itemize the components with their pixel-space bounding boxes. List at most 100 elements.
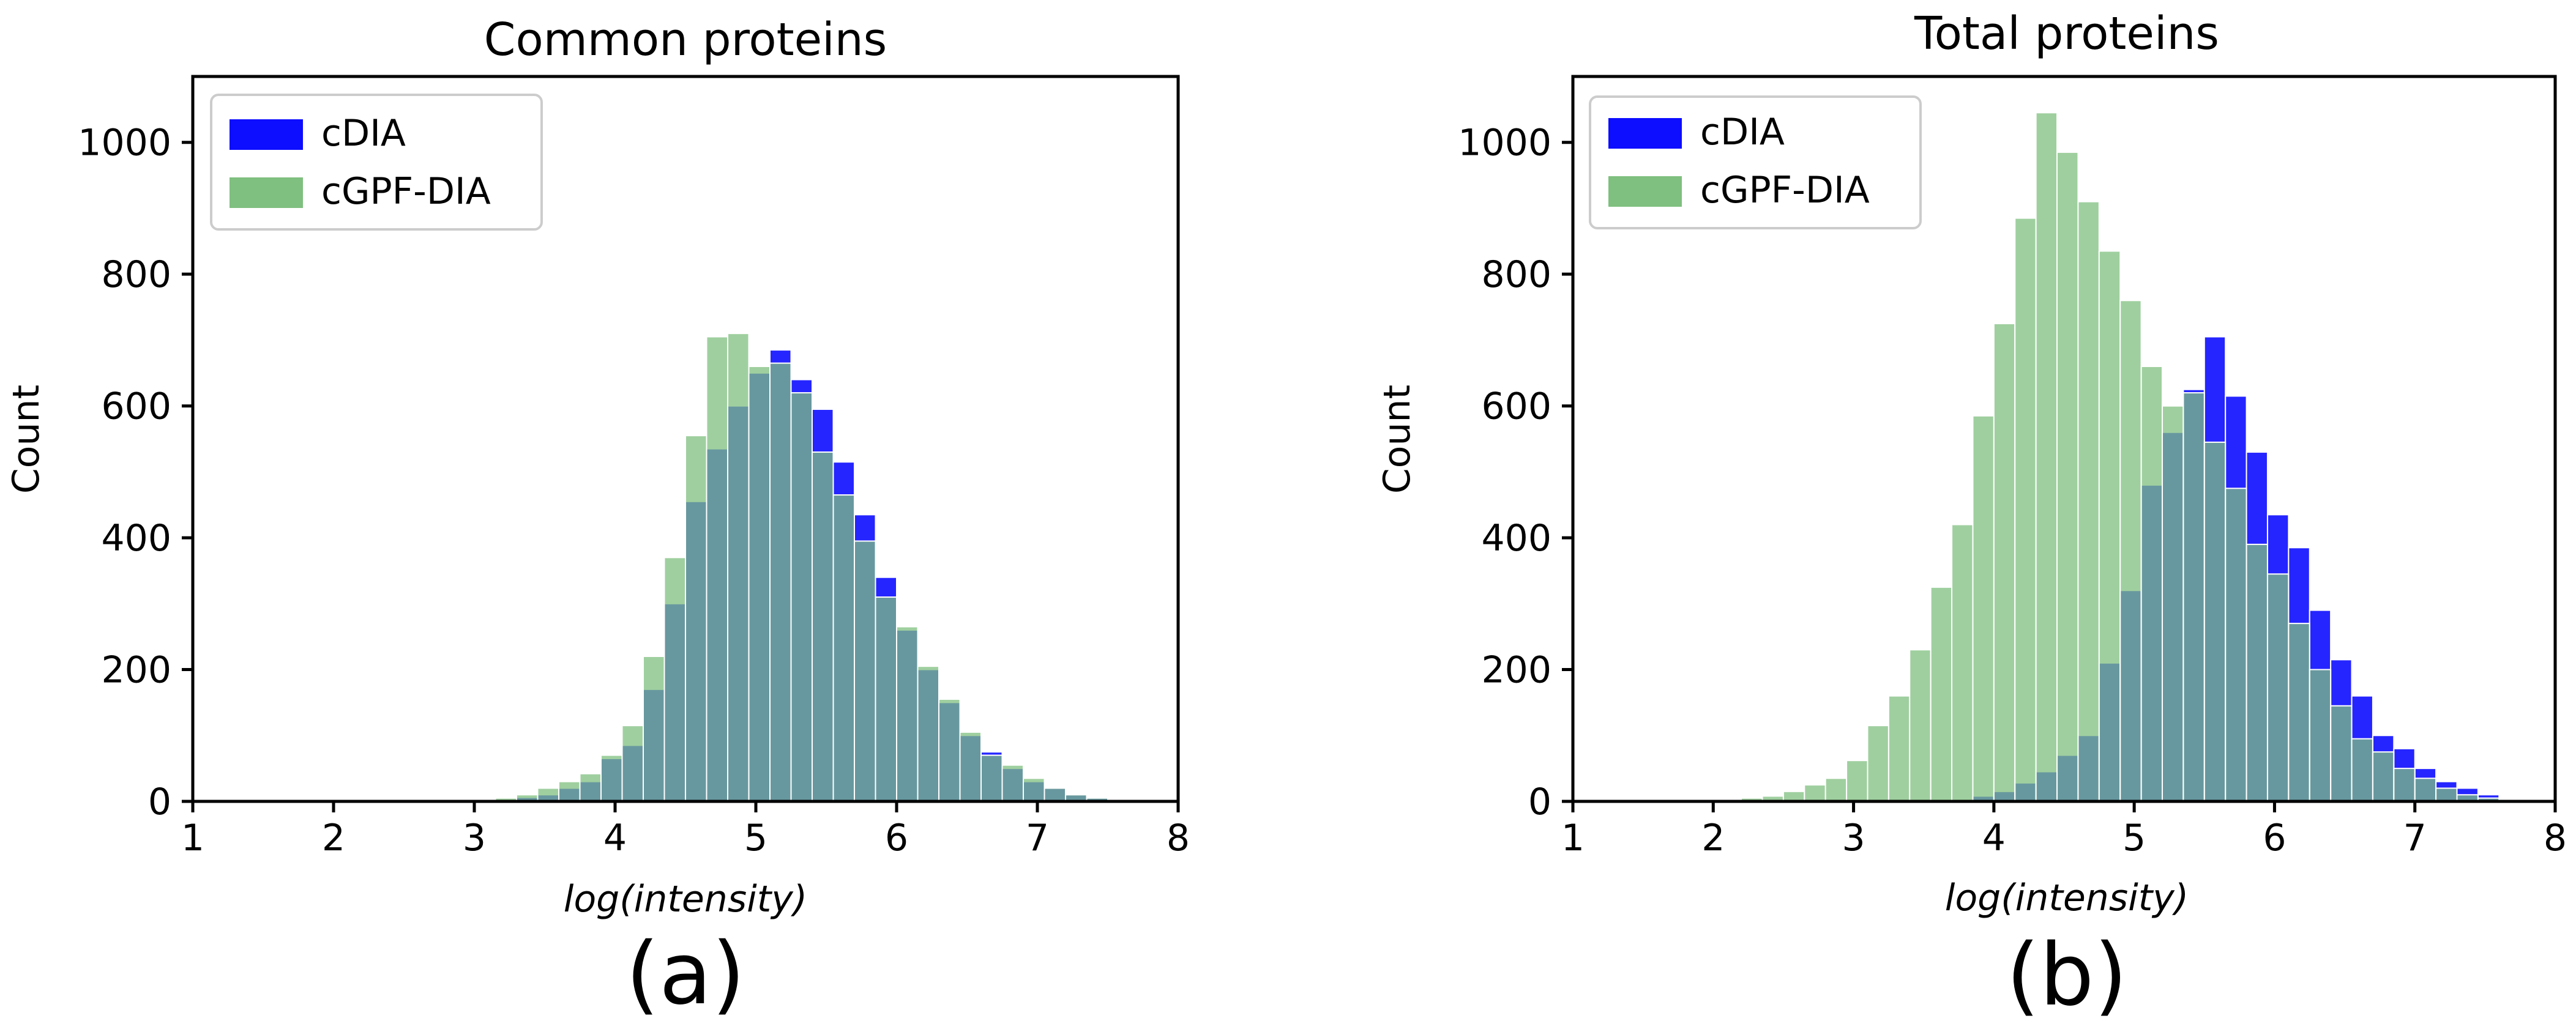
bar-cgpf-dia-4 bbox=[558, 781, 581, 802]
x-tick-label: 6 bbox=[885, 817, 908, 859]
bar-cgpf-dia-21 bbox=[2182, 392, 2205, 802]
bar-cgpf-dia-17 bbox=[2098, 250, 2121, 802]
bar-cgpf-dia-33 bbox=[2435, 787, 2458, 803]
bar-cgpf-dia-3 bbox=[1804, 784, 1826, 803]
y-tick-label: 1000 bbox=[78, 122, 171, 165]
bar-cgpf-dia-10 bbox=[685, 435, 707, 802]
x-tick-label: 4 bbox=[603, 817, 627, 859]
bar-layer bbox=[474, 333, 1151, 803]
chart-panel-b: Total proteins 1 2 3 4 5 6 7 8 0 200 400 600 800 100… bbox=[1376, 7, 2567, 1025]
chart-title: Common proteins bbox=[484, 13, 887, 66]
y-tick-label: 600 bbox=[101, 385, 171, 428]
legend-label-cgpf-dia: cGPF-DIA bbox=[321, 170, 491, 213]
legend-label-cdia: cDIA bbox=[321, 112, 406, 155]
bar-cgpf-dia-14 bbox=[2035, 112, 2058, 802]
legend-label-cdia: cDIA bbox=[1700, 111, 1785, 154]
bar-cgpf-dia-15 bbox=[790, 392, 813, 802]
legend-swatch-cdia bbox=[230, 119, 303, 150]
y-tick-label: 200 bbox=[101, 649, 171, 692]
bar-cgpf-dia-5 bbox=[1846, 760, 1869, 803]
bar-cgpf-dia-22 bbox=[2203, 441, 2227, 802]
bar-cgpf-dia-10 bbox=[1951, 524, 1974, 803]
bar-cgpf-dia-4 bbox=[1824, 778, 1848, 802]
chart-title: Total proteins bbox=[1914, 7, 2219, 60]
y-axis-label: Count bbox=[5, 385, 48, 494]
bar-cgpf-dia-5 bbox=[579, 773, 602, 802]
x-tick-label: 1 bbox=[181, 817, 204, 859]
x-tick-label: 3 bbox=[1842, 817, 1865, 859]
x-tick-label: 7 bbox=[1026, 817, 1049, 859]
bar-cgpf-dia-28 bbox=[2330, 705, 2353, 802]
bar-cgpf-dia-15 bbox=[2056, 151, 2079, 803]
bar-cgpf-dia-27 bbox=[1043, 787, 1066, 803]
legend: cDIA cGPF-DIA bbox=[210, 94, 543, 231]
y-tick-label: 1000 bbox=[1458, 122, 1551, 165]
bar-cgpf-dia-13 bbox=[748, 366, 771, 802]
x-ticks: 1 2 3 4 5 6 7 8 bbox=[1561, 801, 2567, 859]
chart-panel-a: Common proteins 1 2 3 4 5 6 7 8 0 200 400 600 800 10… bbox=[5, 13, 1190, 1024]
bar-cgpf-dia-14 bbox=[769, 362, 792, 802]
y-tick-label: 400 bbox=[101, 517, 171, 560]
legend: cDIA cGPF-DIA bbox=[1589, 95, 1922, 229]
y-tick-label: 0 bbox=[1528, 781, 1551, 823]
y-tick-label: 0 bbox=[148, 781, 171, 823]
x-tick-label: 8 bbox=[1167, 817, 1190, 859]
x-tick-label: 7 bbox=[2403, 817, 2427, 859]
bar-cgpf-dia-25 bbox=[1001, 764, 1024, 802]
bar-cgpf-dia-25 bbox=[2266, 573, 2290, 802]
bar-cgpf-dia-6 bbox=[600, 754, 623, 803]
x-tick-label: 6 bbox=[2263, 817, 2286, 859]
legend-swatch-cgpf-dia bbox=[1608, 176, 1682, 207]
y-axis-label: Count bbox=[1376, 385, 1419, 494]
x-tick-label: 3 bbox=[463, 817, 486, 859]
bar-cgpf-dia-24 bbox=[980, 754, 1003, 803]
bar-cgpf-dia-11 bbox=[706, 336, 728, 802]
y-ticks: 0 200 400 600 800 1000 bbox=[1458, 122, 1573, 823]
bar-cgpf-dia-29 bbox=[2351, 738, 2373, 802]
bar-cgpf-dia-13 bbox=[2014, 217, 2037, 802]
y-ticks: 0 200 400 600 800 1000 bbox=[78, 122, 193, 823]
x-ticks: 1 2 3 4 5 6 7 8 bbox=[181, 801, 1190, 859]
bar-cgpf-dia-22 bbox=[938, 699, 961, 802]
bar-cgpf-dia-20 bbox=[2162, 405, 2184, 802]
bar-cgpf-dia-32 bbox=[2414, 778, 2437, 802]
x-tick-label: 8 bbox=[2544, 817, 2567, 859]
y-tick-label: 800 bbox=[101, 253, 171, 296]
panel-label: (b) bbox=[2006, 926, 2127, 1025]
bar-cgpf-dia-26 bbox=[1023, 778, 1045, 802]
bar-cgpf-dia-16 bbox=[812, 451, 834, 802]
bar-cgpf-dia-8 bbox=[643, 656, 665, 802]
bar-cgpf-dia-23 bbox=[2225, 488, 2247, 803]
bar-cgpf-dia-26 bbox=[2288, 623, 2310, 802]
x-axis-label: log(intensity) bbox=[1945, 877, 2189, 919]
x-tick-label: 4 bbox=[1982, 817, 2006, 859]
bar-cgpf-dia-12 bbox=[727, 333, 750, 802]
y-tick-label: 400 bbox=[1481, 517, 1551, 560]
bar-cgpf-dia-9 bbox=[663, 557, 686, 803]
x-axis-label: log(intensity) bbox=[564, 878, 807, 921]
bar-cgpf-dia-17 bbox=[832, 494, 855, 802]
bar-cgpf-dia-30 bbox=[2372, 751, 2395, 803]
bar-cgpf-dia-9 bbox=[1930, 586, 1953, 802]
bar-cgpf-dia-19 bbox=[2140, 366, 2163, 802]
bar-cgpf-dia-7 bbox=[621, 725, 644, 803]
bar-cgpf-dia-3 bbox=[537, 787, 559, 803]
legend-label-cgpf-dia: cGPF-DIA bbox=[1700, 169, 1870, 212]
bar-cgpf-dia-21 bbox=[917, 666, 939, 802]
x-tick-label: 1 bbox=[1561, 817, 1585, 859]
x-tick-label: 5 bbox=[2122, 817, 2146, 859]
panel-label: (a) bbox=[625, 924, 745, 1024]
bar-cgpf-dia-16 bbox=[2077, 201, 2100, 802]
x-tick-label: 2 bbox=[1701, 817, 1725, 859]
y-tick-label: 200 bbox=[1481, 649, 1551, 692]
bar-cgpf-dia-11 bbox=[1972, 415, 1995, 802]
bar-cgpf-dia-8 bbox=[1909, 649, 1932, 803]
bar-cgpf-dia-18 bbox=[854, 540, 876, 803]
y-tick-label: 800 bbox=[1481, 253, 1551, 296]
bar-cgpf-dia-27 bbox=[2309, 669, 2332, 802]
bar-cgpf-dia-24 bbox=[2246, 543, 2268, 802]
legend-swatch-cgpf-dia bbox=[230, 177, 303, 208]
x-tick-label: 2 bbox=[322, 817, 345, 859]
plot-frame bbox=[191, 75, 1180, 803]
legend-swatch-cdia bbox=[1608, 118, 1682, 149]
